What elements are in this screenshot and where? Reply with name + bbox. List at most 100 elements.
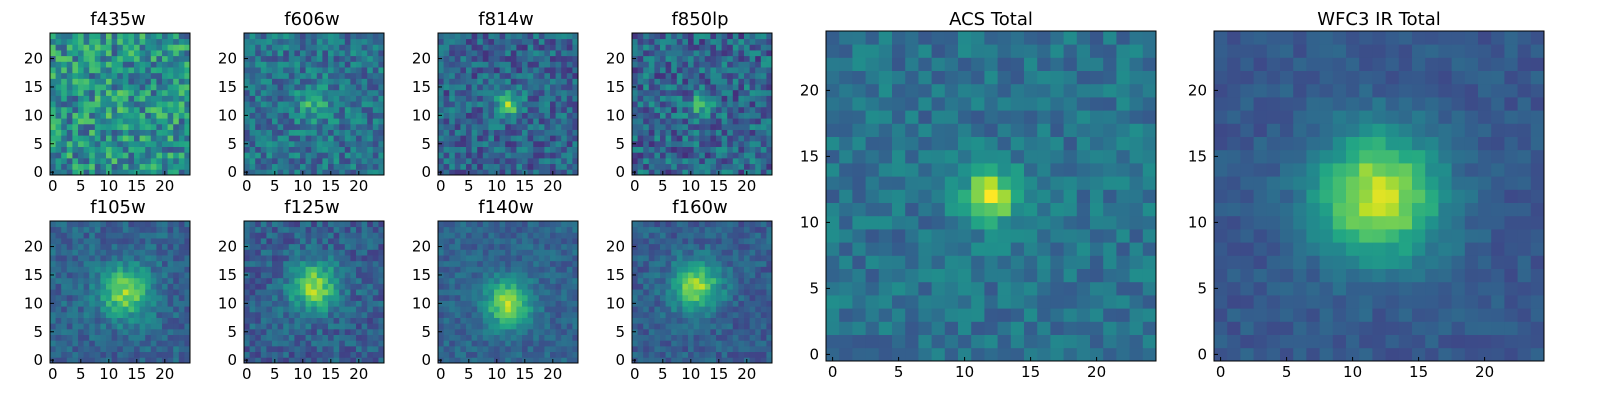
heatmap-cell [173,112,180,119]
heatmap-cell [66,33,73,40]
heatmap-cell [538,95,545,102]
heatmap-cell [244,340,250,347]
heatmap-cell [550,106,556,113]
x-tick-label: 20 [543,365,562,383]
heatmap-cell [156,328,163,335]
heatmap-cell [665,135,672,142]
heatmap-cell [637,169,644,176]
heatmap-cell [693,357,700,364]
heatmap-cell [466,243,472,250]
heatmap-cell [372,260,379,267]
heatmap-cell [744,289,750,296]
heatmap-cell [749,67,756,74]
x-tick-label: 0 [436,177,446,195]
heatmap-cell [550,294,556,301]
heatmap-cell [648,351,655,358]
heatmap-cell [676,334,683,341]
heatmap-cell [727,345,734,353]
heatmap-cell [167,101,174,108]
heatmap-cell [676,55,683,62]
heatmap-cell [66,152,73,159]
heatmap-cell [122,169,129,176]
heatmap-cell [111,340,118,347]
heatmap-cell [727,118,734,125]
heatmap-cell [488,72,495,79]
heatmap-cell [139,129,146,136]
heatmap-cell [494,323,500,330]
heatmap-cell [50,255,56,262]
y-tick-label: 15 [412,78,431,96]
heatmap-cell [533,311,540,318]
heatmap-cell [78,157,84,165]
heatmap-cell [300,61,306,68]
heatmap-cell [316,33,323,40]
heatmap-cell [522,283,528,290]
heatmap-cell [671,328,678,335]
heatmap-cell [510,311,517,318]
heatmap-cell [272,152,278,159]
heatmap-cell [676,157,683,165]
heatmap-cell [721,118,728,125]
heatmap-cell [372,238,379,245]
heatmap-cell [637,38,644,45]
heatmap-cell [260,317,267,324]
heatmap-cell [727,306,734,313]
heatmap-cell [471,55,478,62]
heatmap-cell [516,123,523,130]
heatmap-cell [139,300,146,307]
heatmap-cell [128,306,135,313]
heatmap-cell [637,89,644,96]
heatmap-cell [665,146,672,153]
heatmap-cell [311,140,318,147]
heatmap-cell [272,146,278,153]
heatmap-cell [755,123,762,130]
heatmap-cell [544,135,551,142]
heatmap-cell [710,135,717,142]
heatmap-cell [738,306,745,313]
heatmap-cell [333,351,340,358]
heatmap-cell [544,345,551,353]
heatmap-cell [755,277,762,284]
heatmap-cell [322,300,329,307]
heatmap-cell [50,289,56,296]
heatmap-cell [66,283,73,290]
heatmap-cell [522,238,528,245]
heatmap-cell [162,340,168,347]
heatmap-cell [732,84,739,91]
heatmap-cell [156,357,163,364]
heatmap-cell [300,255,306,262]
heatmap-cell [443,55,450,62]
heatmap-cell [311,123,318,130]
heatmap-cell [550,317,556,324]
heatmap-cell [676,328,683,335]
heatmap-cell [721,289,728,296]
heatmap-cell [266,89,273,96]
heatmap-cell [732,260,739,267]
heatmap-cell [555,323,562,330]
heatmap-cell [173,238,180,245]
heatmap-cell [716,140,722,147]
heatmap-cell [454,351,461,358]
y-tick-label: 10 [412,294,431,312]
heatmap-cell [333,249,340,256]
heatmap-cell [443,163,450,170]
heatmap-cell [255,260,262,267]
heatmap-cell [162,323,168,330]
heatmap-cell [145,50,152,57]
heatmap-cell [184,67,191,74]
heatmap-cell [150,243,157,250]
heatmap-cell [344,152,351,159]
heatmap-cell [538,38,545,45]
heatmap-cell [466,238,472,245]
heatmap-cell [72,300,79,307]
heatmap-cell [572,123,579,130]
heatmap-cell [100,300,107,307]
heatmap-cell [61,44,68,51]
heatmap-cell [516,260,523,267]
heatmap-cell [61,140,68,147]
heatmap-cell [300,306,306,313]
heatmap-cell [184,118,191,125]
heatmap-cell [443,38,450,45]
heatmap-cell [333,84,340,91]
